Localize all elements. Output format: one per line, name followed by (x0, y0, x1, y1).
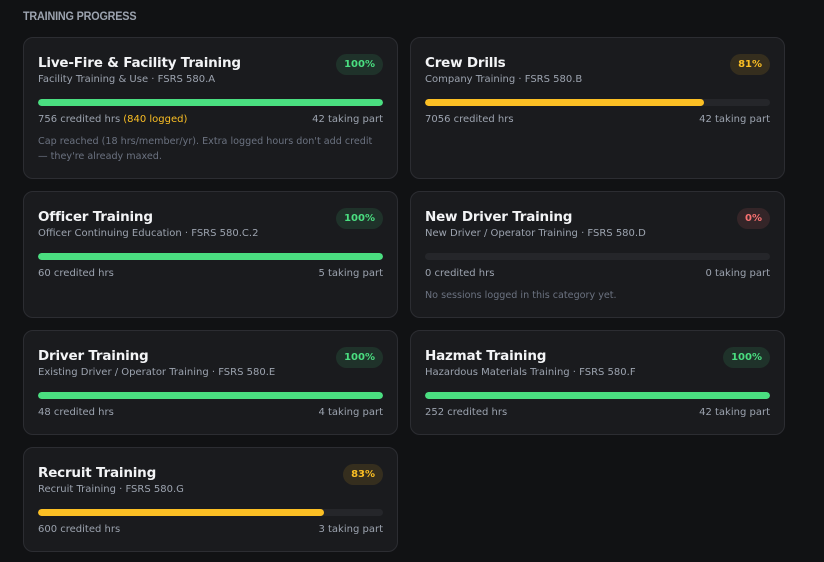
stats-row: 48 credited hrs 4 taking part (38, 406, 383, 420)
training-card: Recruit Training Recruit Training · FSRS … (23, 447, 398, 552)
credited-hours: 7056 credited hrs (425, 113, 514, 127)
training-card: Driver Training Existing Driver / Operato… (23, 330, 398, 435)
percent-badge: 0% (737, 208, 770, 229)
participants: 42 taking part (312, 114, 383, 125)
stats-row: 7056 credited hrs 42 taking part (425, 113, 770, 127)
card-subtitle: Hazardous Materials Training · FSRS 580.… (425, 367, 636, 378)
percent-badge: 100% (336, 208, 383, 229)
progress-bar (38, 99, 383, 106)
stats-row: 252 credited hrs 42 taking part (425, 406, 770, 420)
card-title: Driver Training (38, 348, 149, 364)
card-subtitle: Existing Driver / Operator Training · FS… (38, 367, 276, 378)
credited-hours: 252 credited hrs (425, 406, 507, 420)
training-card: Officer Training Officer Continuing Educa… (23, 191, 398, 318)
stats-row: 0 credited hrs 0 taking part (425, 267, 770, 281)
participants: 42 taking part (699, 114, 770, 125)
progress-track (38, 392, 383, 399)
training-card: Hazmat Training Hazardous Materials Train… (410, 330, 785, 435)
progress-track (38, 253, 383, 260)
logged-hours: (840 logged) (123, 114, 188, 125)
card-subtitle: Recruit Training · FSRS 580.G (38, 484, 184, 495)
card-title: Hazmat Training (425, 348, 547, 364)
card-subtitle: Officer Continuing Education · FSRS 580.… (38, 228, 259, 239)
percent-badge: 100% (336, 347, 383, 368)
participants: 0 taking part (705, 268, 770, 279)
credited-text: 0 credited hrs (425, 268, 495, 279)
progress-track (425, 392, 770, 399)
stats-row: 756 credited hrs (840 logged) 42 taking pa… (38, 113, 383, 127)
participants: 5 taking part (318, 268, 383, 279)
card-title: Live-Fire & Facility Training (38, 55, 241, 71)
card-subtitle: Facility Training & Use · FSRS 580.A (38, 74, 216, 85)
progress-bar (38, 253, 383, 260)
training-card: New Driver Training New Driver / Operator… (410, 191, 785, 318)
progress-bar (425, 392, 770, 399)
percent-badge: 83% (343, 464, 383, 485)
credited-text: 252 credited hrs (425, 407, 508, 418)
percent-badge: 81% (730, 54, 770, 75)
credited-hours: 48 credited hrs (38, 406, 114, 420)
credited-hours: 60 credited hrs (38, 267, 114, 281)
credited-hours: 0 credited hrs (425, 267, 494, 281)
credited-text: 48 credited hrs (38, 407, 114, 418)
section-heading: TRAINING PROGRESS (23, 9, 137, 23)
card-grid: Live-Fire & Facility Training Facility Tr… (23, 37, 785, 552)
training-card: Live-Fire & Facility Training Facility Tr… (23, 37, 398, 179)
progress-bar (38, 392, 383, 399)
card-note: Cap reached (18 hrs/member/yr). Extra lo… (38, 136, 373, 162)
percent-badge: 100% (336, 54, 383, 75)
credited-text: 60 credited hrs (38, 268, 114, 279)
card-note: No sessions logged in this category yet. (425, 290, 617, 301)
credited-hours: 756 credited hrs (840 logged) (38, 113, 187, 127)
credited-text: 7056 credited hrs (425, 114, 514, 125)
card-title: Crew Drills (425, 55, 506, 71)
progress-track (425, 99, 770, 106)
percent-badge: 100% (723, 347, 770, 368)
participants: 3 taking part (318, 524, 383, 535)
card-title: Recruit Training (38, 465, 157, 481)
credited-hours: 600 credited hrs (38, 523, 120, 537)
progress-bar (38, 509, 325, 516)
stats-row: 600 credited hrs 3 taking part (38, 523, 383, 537)
credited-text: 600 credited hrs (38, 524, 121, 535)
participants: 42 taking part (699, 407, 770, 418)
credited-text: 756 credited hrs (38, 114, 121, 125)
card-title: New Driver Training (425, 209, 573, 225)
progress-track (38, 99, 383, 106)
stats-row: 60 credited hrs 5 taking part (38, 267, 383, 281)
participants: 4 taking part (318, 407, 383, 418)
card-subtitle: Company Training · FSRS 580.B (425, 74, 583, 85)
progress-track (38, 509, 383, 516)
training-card: Crew Drills Company Training · FSRS 580.B… (410, 37, 785, 179)
card-subtitle: New Driver / Operator Training · FSRS 58… (425, 228, 646, 239)
progress-track (425, 253, 770, 260)
card-title: Officer Training (38, 209, 153, 225)
progress-bar (425, 99, 705, 106)
